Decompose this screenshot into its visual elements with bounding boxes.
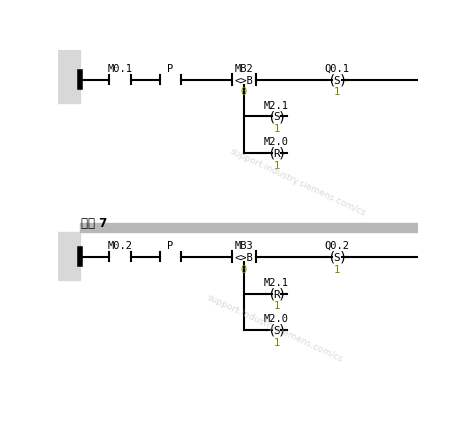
Bar: [58, 233, 80, 280]
Text: R: R: [273, 148, 279, 158]
Text: (: (: [266, 146, 275, 160]
Text: M0.2: M0.2: [107, 241, 132, 251]
Text: (: (: [327, 73, 335, 87]
Text: P: P: [167, 64, 173, 74]
Text: Q0.2: Q0.2: [324, 240, 349, 250]
Text: support.industry.siemens.com/cs: support.industry.siemens.com/cs: [228, 146, 367, 217]
Text: P: P: [167, 241, 173, 251]
Text: 1: 1: [333, 264, 339, 274]
Text: (: (: [266, 287, 275, 301]
Text: <>B: <>B: [234, 76, 253, 86]
Text: ): ): [338, 250, 346, 264]
Text: M0.1: M0.1: [107, 64, 132, 74]
Text: M2.0: M2.0: [263, 313, 288, 323]
Text: ): ): [277, 110, 286, 124]
Text: support.industry.siemens.com/cs: support.industry.siemens.com/cs: [205, 292, 344, 363]
Text: M2.1: M2.1: [263, 100, 288, 110]
Text: 1: 1: [273, 160, 279, 170]
Text: M2.0: M2.0: [263, 136, 288, 147]
Text: 网路 7: 网路 7: [81, 216, 107, 229]
Text: MB2: MB2: [234, 63, 253, 73]
Text: MB3: MB3: [234, 240, 253, 250]
Text: Q0.1: Q0.1: [324, 63, 349, 73]
Text: ): ): [338, 73, 346, 87]
Text: (: (: [327, 250, 335, 264]
Text: (: (: [266, 323, 275, 337]
Text: S: S: [273, 112, 279, 122]
Text: ): ): [277, 323, 286, 337]
Text: (: (: [266, 110, 275, 124]
Text: <>B: <>B: [234, 253, 253, 263]
Text: 1: 1: [273, 337, 279, 347]
Text: 0: 0: [240, 264, 247, 274]
Text: ): ): [277, 146, 286, 160]
Text: R: R: [273, 289, 279, 299]
Text: S: S: [273, 325, 279, 335]
Text: ): ): [277, 287, 286, 301]
Text: 1: 1: [333, 87, 339, 97]
Text: S: S: [333, 252, 340, 262]
Bar: [58, 51, 80, 104]
Bar: [80, 224, 417, 233]
Text: 1: 1: [273, 301, 279, 311]
Text: 0: 0: [240, 87, 247, 97]
Text: S: S: [333, 75, 340, 85]
Text: 1: 1: [273, 124, 279, 134]
Text: M2.1: M2.1: [263, 277, 288, 287]
